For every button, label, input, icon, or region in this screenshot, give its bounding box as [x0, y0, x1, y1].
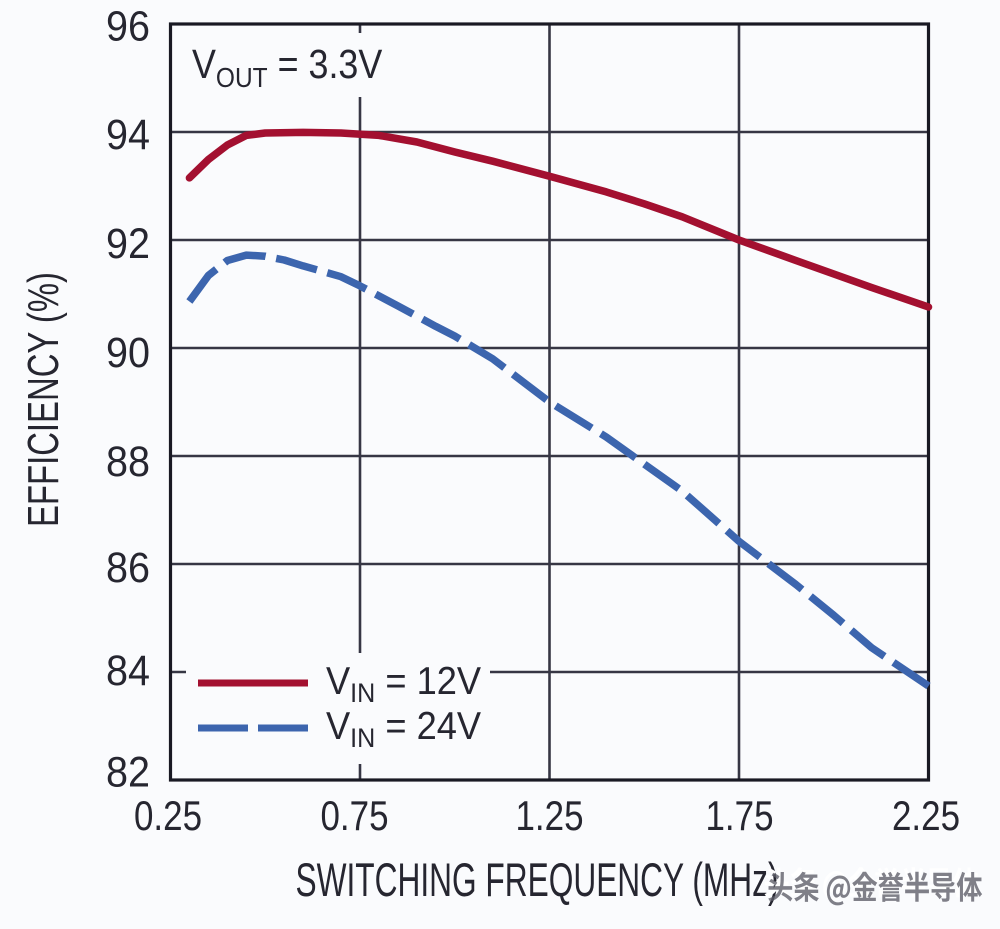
svg-text:1.25: 1.25	[516, 792, 584, 839]
svg-text:0.75: 0.75	[321, 792, 389, 839]
svg-text:82: 82	[106, 748, 150, 796]
svg-text:0.25: 0.25	[134, 792, 202, 839]
svg-text:86: 86	[106, 544, 150, 592]
svg-text:1.75: 1.75	[706, 792, 774, 839]
svg-text:SWITCHING FREQUENCY (MHz): SWITCHING FREQUENCY (MHz)	[296, 853, 779, 906]
svg-text:96: 96	[106, 2, 150, 50]
svg-text:94: 94	[106, 111, 150, 159]
svg-text:90: 90	[106, 329, 150, 377]
svg-text:84: 84	[106, 647, 150, 695]
svg-text:VIN = 24V: VIN = 24V	[326, 704, 481, 753]
svg-text:88: 88	[106, 438, 150, 486]
svg-text:EFFICIENCY (%): EFFICIENCY (%)	[19, 272, 68, 527]
svg-text:VIN = 12V: VIN = 12V	[326, 659, 481, 708]
svg-text:2.25: 2.25	[892, 792, 960, 839]
svg-text:92: 92	[106, 220, 150, 268]
